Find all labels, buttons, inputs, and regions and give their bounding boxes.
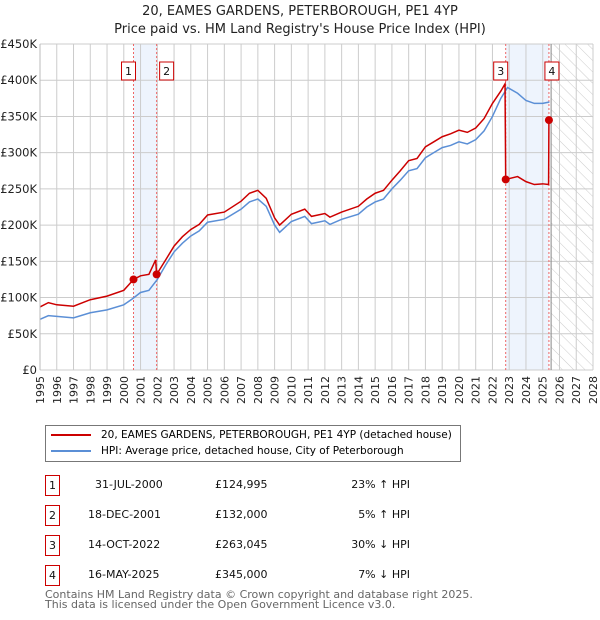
sale-row: 2 18-DEC-2001 £132,000 5% ↑ HPI [45, 505, 465, 526]
sale-hpi-diff: 5% ↑ HPI [358, 508, 410, 521]
sale-hpi-diff: 30% ↓ HPI [351, 538, 410, 551]
x-tick-label: 2022 [486, 376, 499, 404]
x-tick-label: 1996 [51, 376, 64, 404]
sale-label-number: 4 [548, 65, 555, 78]
sale-label-number: 2 [163, 65, 170, 78]
sale-label-box: 2 [159, 61, 175, 81]
y-tick-label: £50K [8, 327, 38, 341]
sale-point [544, 116, 553, 125]
sale-label-box: 1 [121, 61, 137, 81]
sale-row: 4 16-MAY-2025 £345,000 7% ↓ HPI [45, 565, 465, 586]
x-tick-label: 2010 [285, 376, 298, 404]
sale-label-box: 3 [493, 61, 509, 81]
price-paid-line [39, 81, 550, 308]
legend-label: 20, EAMES GARDENS, PETERBOROUGH, PE1 4YP… [101, 429, 452, 441]
x-tick-label: 1999 [101, 376, 114, 404]
x-tick-label: 2015 [369, 376, 382, 404]
footer-line: This data is licensed under the Open Gov… [45, 598, 396, 611]
x-tick-label: 2024 [520, 376, 533, 404]
sale-hpi-diff: 7% ↓ HPI [358, 568, 410, 581]
chart-title: 20, EAMES GARDENS, PETERBOROUGH, PE1 4YP [142, 4, 458, 19]
sale-price: £263,045 [215, 538, 268, 551]
sale-date: 18-DEC-2001 [88, 508, 162, 521]
footer: Contains HM Land Registry data © Crown c… [45, 588, 473, 611]
x-tick-label: 2027 [570, 376, 583, 404]
x-tick-label: 2025 [537, 376, 550, 404]
x-tick-label: 2000 [118, 376, 131, 404]
legend-item-hpi: HPI: Average price, detached house, City… [51, 445, 404, 457]
x-tick-label: 1995 [34, 376, 47, 404]
shaded-period-3-4 [505, 44, 549, 370]
sale-hpi-diff: 23% ↑ HPI [351, 478, 410, 491]
x-tick-label: 1998 [84, 376, 97, 404]
x-tick-label: 2011 [302, 376, 315, 404]
y-tick-label: £200K [0, 218, 37, 232]
y-tick-label: £0 [22, 363, 37, 377]
sale-point [129, 275, 138, 284]
x-tick-label: 2017 [403, 376, 416, 404]
y-tick-label: £300K [0, 146, 37, 160]
y-tick-label: £250K [0, 182, 37, 196]
y-tick-label: £400K [0, 73, 37, 87]
sale-row: 3 14-OCT-2022 £263,045 30% ↓ HPI [45, 535, 465, 556]
sale-date: 31-JUL-2000 [95, 478, 163, 491]
sale-price: £124,995 [215, 478, 268, 491]
sale-label-border [493, 61, 509, 81]
sale-number: 3 [45, 535, 60, 556]
y-tick-label: £150K [0, 254, 37, 268]
y-tick-label: £350K [0, 109, 37, 123]
x-tick-label: 2008 [252, 376, 265, 404]
sale-label-number: 3 [497, 65, 504, 78]
sale-point [152, 270, 161, 279]
sale-row: 1 31-JUL-2000 £124,995 23% ↑ HPI [45, 475, 465, 496]
x-tick-label: 1997 [68, 376, 81, 404]
x-tick-label: 2023 [503, 376, 516, 404]
sale-price: £345,000 [215, 568, 268, 581]
sale-label-border [544, 61, 560, 81]
x-tick-label: 2007 [235, 376, 248, 404]
x-tick-label: 2001 [135, 376, 148, 404]
x-tick-label: 2016 [386, 376, 399, 404]
forecast-hatch [551, 44, 593, 370]
x-tick-label: 2012 [319, 376, 332, 404]
x-tick-label: 2005 [202, 376, 215, 404]
shaded-period-1-2 [133, 44, 157, 370]
sale-number: 4 [45, 565, 60, 586]
plot-area: 1995 1996 1997 1998 1999 2000 2001 2002 2003 2004… [0, 37, 600, 404]
y-tick-label: £450K [0, 37, 37, 51]
x-tick-label: 2026 [553, 376, 566, 404]
sale-label-box: 4 [544, 61, 560, 81]
sale-number: 2 [45, 505, 60, 526]
sale-label-border [121, 61, 137, 81]
x-tick-label: 2014 [352, 376, 365, 404]
x-tick-label: 2006 [218, 376, 231, 404]
sale-number: 1 [45, 475, 60, 496]
x-tick-label: 2013 [336, 376, 349, 404]
hpi-line [39, 86, 550, 320]
x-tick-label: 2018 [419, 376, 432, 404]
x-tick-label: 2020 [453, 376, 466, 404]
legend-item-property: 20, EAMES GARDENS, PETERBOROUGH, PE1 4YP… [51, 429, 452, 441]
chart-subtitle: Price paid vs. HM Land Registry's House … [114, 22, 486, 37]
y-tick-label: £100K [0, 291, 37, 305]
x-tick-label: 2019 [436, 376, 449, 404]
x-tick-label: 2004 [185, 376, 198, 404]
sale-price: £132,000 [215, 508, 268, 521]
x-tick-label: 2002 [151, 376, 164, 404]
legend: 20, EAMES GARDENS, PETERBOROUGH, PE1 4YP… [45, 425, 461, 462]
x-tick-label: 2003 [168, 376, 181, 404]
x-tick-label: 2009 [269, 376, 282, 404]
sale-label-number: 1 [125, 65, 132, 78]
sale-point [501, 175, 510, 184]
legend-label: HPI: Average price, detached house, City… [101, 445, 404, 457]
x-tick-label: 2028 [587, 376, 600, 404]
sale-label-border [159, 61, 175, 81]
sale-date: 16-MAY-2025 [88, 568, 160, 581]
x-tick-label: 2021 [470, 376, 483, 404]
footer-line: Contains HM Land Registry data © Crown c… [45, 588, 473, 601]
sale-date: 14-OCT-2022 [88, 538, 161, 551]
